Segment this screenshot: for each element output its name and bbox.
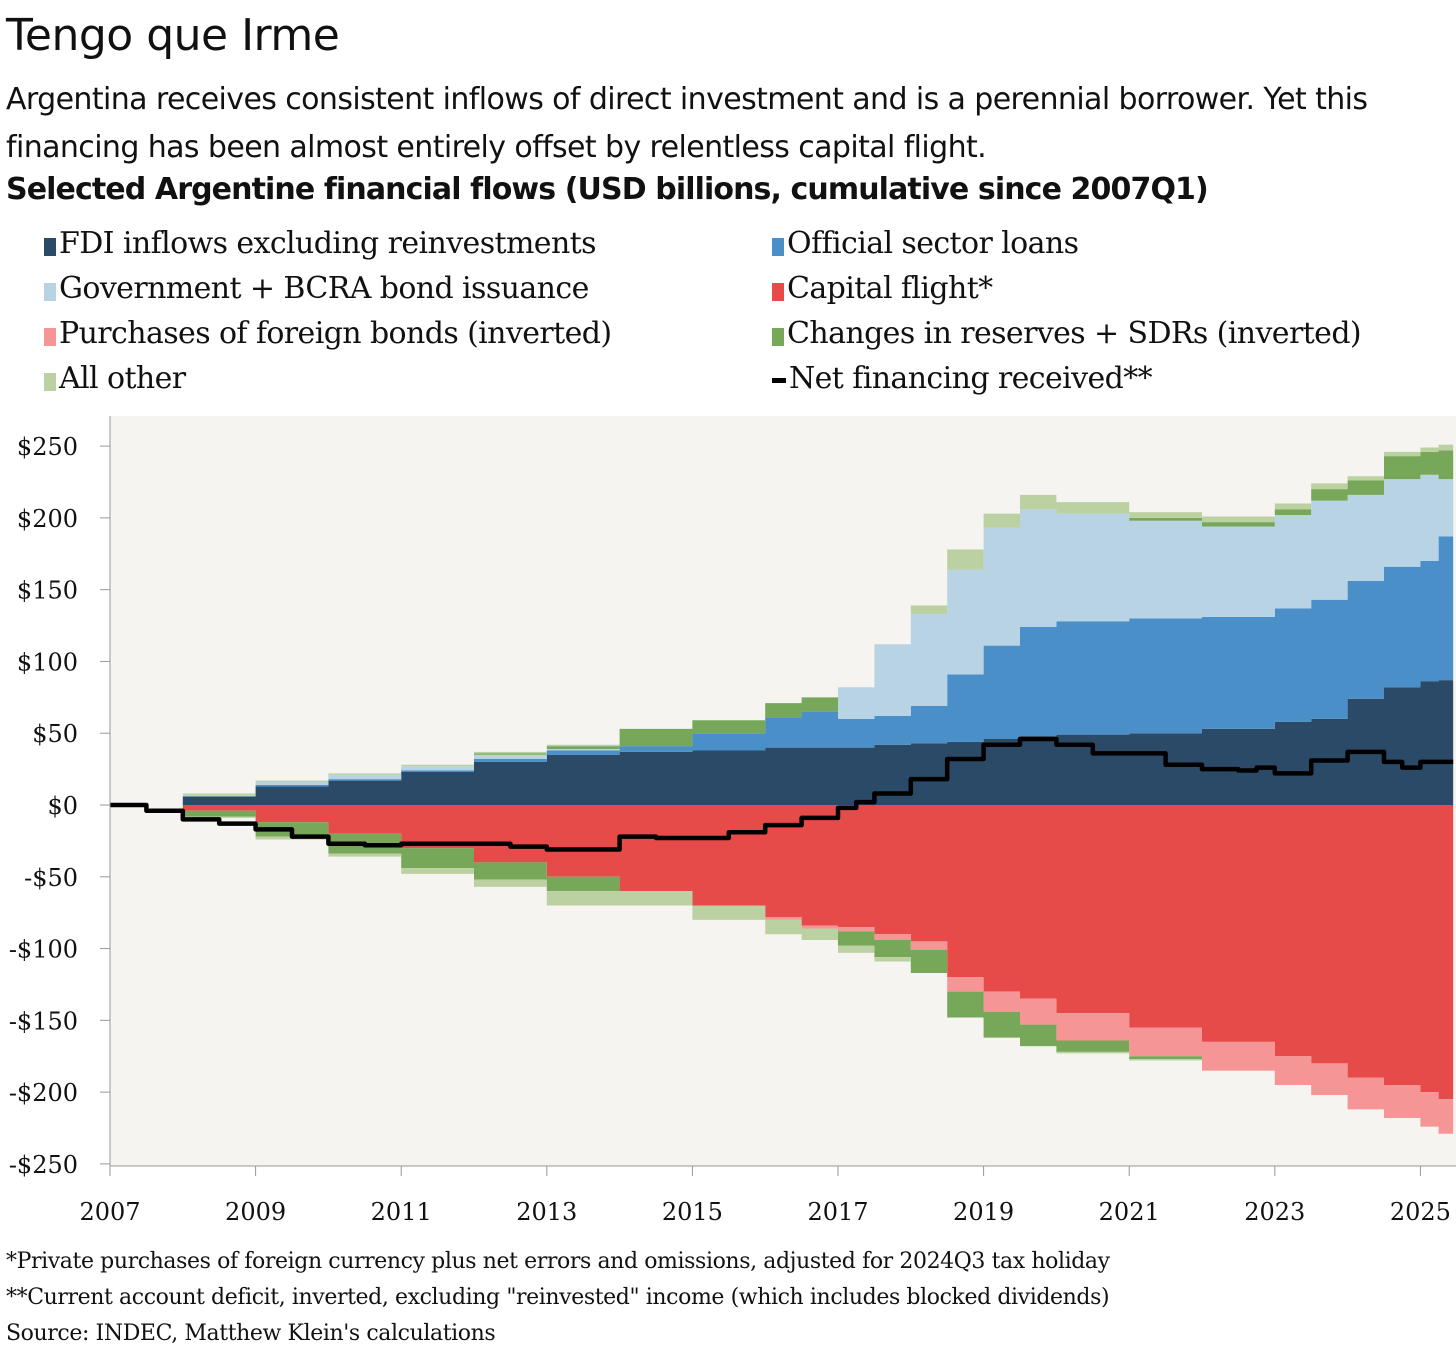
legend-item-net-financing: Net financing received** [772,361,1153,396]
stacked-area-chart: $250 $200 $150 $100 $50 $0 -$50 -$100 -$150 -$200… [9,416,1456,1226]
y-tick-label: -$200 [9,1079,78,1107]
area-positive-government-bcra-bond-issuance [110,474,1454,805]
source-note: Source: INDEC, Matthew Klein's calculati… [6,1321,496,1346]
legend-swatch-official-loans [772,237,784,256]
area-negative-capital-flight [110,805,1454,1110]
y-tick-label: $250 [17,433,78,461]
legend-swatch-foreign-bonds [44,327,56,346]
legend-label-net-financing: Net financing received** [789,361,1153,396]
legend-label-reserves: Changes in reserves + SDRs (inverted) [787,316,1362,351]
net-financing-line-group [110,736,1454,852]
y-tick-label: $100 [17,648,78,676]
legend-swatch-all-other [44,372,56,391]
footnotes: *Private purchases of foreign currency p… [6,1244,1110,1352]
legend-swatch-reserves [772,327,784,346]
footnote-net-financing: **Current account deficit, inverted, exc… [6,1285,1110,1310]
legend-label-fdi: FDI inflows excluding reinvestments [59,226,597,261]
y-tick-label: $150 [17,577,78,605]
chart-title: Selected Argentine financial flows (USD … [6,172,1209,207]
x-tick-label: 2025 [1390,1198,1451,1226]
legend-item-reserves: Changes in reserves + SDRs (inverted) [772,316,1362,351]
y-tick-label: -$50 [24,864,78,892]
legend-item-capital-flight: Capital flight* [772,271,993,306]
y-tick-label: -$250 [9,1151,78,1179]
legend-swatch-capital-flight [772,282,784,301]
chart-areas [110,444,1454,1141]
x-tick-label: 2021 [1099,1198,1160,1226]
page-subtitle: Argentina receives consistent inflows of… [6,82,1368,165]
legend: FDI inflows excluding reinvestments Offi… [44,226,1454,406]
x-tick-label: 2009 [225,1198,286,1226]
y-tick-label: -$150 [9,1007,78,1035]
legend-item-official-loans: Official sector loans [772,226,1079,261]
footnote-capital-flight: *Private purchases of foreign currency p… [6,1249,1110,1274]
legend-item-all-other: All other [44,361,186,396]
area-positive-fdi-inflows-excluding-reinvestments [110,680,1454,805]
legend-label-official-loans: Official sector loans [787,226,1079,261]
legend-swatch-bond-issuance [44,282,56,301]
y-axis: $250 $200 $150 $100 $50 $0 -$50 -$100 -$150 -$200… [9,416,111,1179]
legend-label-all-other: All other [59,361,186,396]
x-tick-label: 2011 [371,1198,432,1226]
x-tick-label: 2007 [79,1198,140,1226]
x-tick-label: 2017 [807,1198,868,1226]
legend-label-bond-issuance: Government + BCRA bond issuance [59,271,589,306]
legend-swatch-net-financing [772,378,786,383]
y-tick-label: $0 [47,792,78,820]
legend-label-capital-flight: Capital flight* [787,271,993,306]
legend-item-fdi: FDI inflows excluding reinvestments [44,226,597,261]
area-positive-official-sector-loans [110,536,1454,805]
y-tick-label: $50 [32,720,78,748]
x-tick-label: 2015 [662,1198,723,1226]
legend-swatch-fdi [44,237,56,256]
legend-label-foreign-bonds: Purchases of foreign bonds (inverted) [59,316,612,351]
y-tick-label: $200 [17,505,78,533]
x-axis: 2007 2009 2011 2013 2015 2017 2019 2021 2023 2025 [79,1165,1456,1226]
y-tick-label: -$100 [9,936,78,964]
legend-item-bond-issuance: Government + BCRA bond issuance [44,271,589,306]
page-title: Tengo que Irme [6,10,340,61]
x-tick-label: 2019 [953,1198,1014,1226]
net-financing-line [110,736,1454,852]
legend-item-foreign-bonds: Purchases of foreign bonds (inverted) [44,316,612,351]
x-tick-label: 2013 [516,1198,577,1226]
x-tick-label: 2023 [1244,1198,1305,1226]
